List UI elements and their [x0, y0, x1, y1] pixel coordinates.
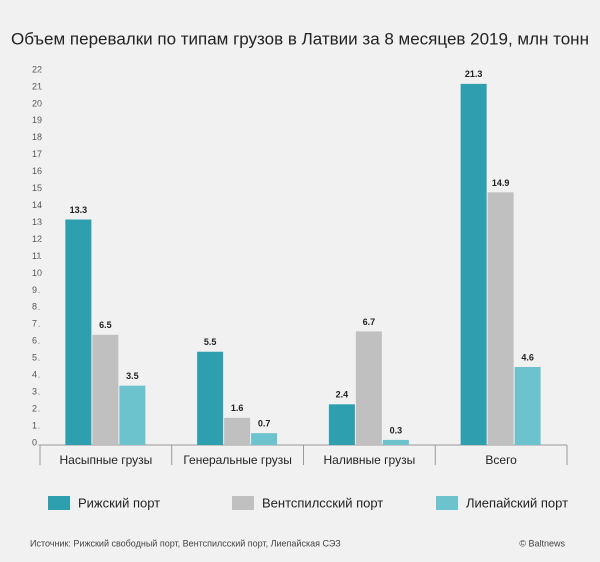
- bar: [92, 334, 119, 445]
- bar: [251, 433, 278, 445]
- value-label: 2.4: [336, 390, 349, 400]
- value-label: 6.7: [363, 317, 376, 327]
- credit: © Baltnews: [519, 538, 565, 548]
- y-tick-label: 5: [32, 353, 37, 363]
- bar: [514, 367, 541, 445]
- legend-label: Вентспилсский порт: [262, 495, 383, 510]
- legend-swatch: [436, 496, 458, 510]
- y-tick-label: 22: [32, 64, 42, 74]
- y-tick-label: 18: [32, 132, 42, 142]
- value-label: 14.9: [492, 178, 510, 188]
- y-tick-label: 21: [32, 81, 42, 91]
- legend-label: Лиепайский порт: [466, 495, 568, 510]
- y-tick-label: 2: [32, 403, 37, 413]
- value-label: 21.3: [465, 69, 483, 79]
- y-tick-label: 14: [32, 200, 42, 210]
- bar: [224, 417, 251, 445]
- value-label: 5.5: [204, 337, 217, 347]
- value-label: 6.5: [99, 320, 112, 330]
- y-tick-label: 3: [32, 387, 37, 397]
- legend-swatch: [48, 496, 70, 510]
- value-label: 3.5: [126, 371, 139, 381]
- bar: [328, 404, 355, 445]
- value-label: 0.7: [258, 419, 271, 429]
- bar: [487, 192, 514, 445]
- y-tick-label: 8: [32, 302, 37, 312]
- y-tick-label: 13: [32, 217, 42, 227]
- x-tick-label: Наливные грузы: [324, 453, 416, 467]
- y-tick-label: 6: [32, 336, 37, 346]
- y-tick-label: 16: [32, 166, 42, 176]
- bar: [355, 331, 382, 445]
- x-tick-label: Всего: [485, 453, 517, 467]
- source: Источник: Рижский свободный порт, Вентсп…: [30, 538, 341, 548]
- y-tick-label: 4: [32, 370, 37, 380]
- value-label: 13.3: [70, 205, 88, 215]
- x-tick-label: Насыпные грузы: [59, 453, 152, 467]
- chart-title: Объем перевалки по типам грузов в Латвии…: [11, 29, 589, 48]
- y-tick-label: 0: [32, 437, 37, 447]
- bar: [65, 219, 92, 445]
- y-tick-label: 10: [32, 268, 42, 278]
- y-tick-label: 19: [32, 115, 42, 125]
- bar: [197, 351, 224, 445]
- legend-swatch: [232, 496, 254, 510]
- value-label: 0.3: [390, 425, 403, 435]
- y-tick-label: 12: [32, 234, 42, 244]
- value-label: 1.6: [231, 403, 244, 413]
- y-tick-label: 20: [32, 98, 42, 108]
- y-tick-label: 11: [32, 251, 41, 261]
- bar: [382, 439, 409, 445]
- x-tick-label: Генеральные грузы: [183, 453, 292, 467]
- y-tick-label: 17: [32, 149, 42, 159]
- legend-label: Рижский порт: [78, 495, 160, 510]
- y-tick-label: 1: [32, 420, 37, 430]
- y-tick-label: 7: [32, 319, 37, 329]
- y-tick-label: 9: [32, 285, 37, 295]
- value-label: 4.6: [521, 352, 534, 362]
- bar: [460, 83, 487, 446]
- y-tick-label: 15: [32, 183, 42, 193]
- bar: [119, 385, 146, 445]
